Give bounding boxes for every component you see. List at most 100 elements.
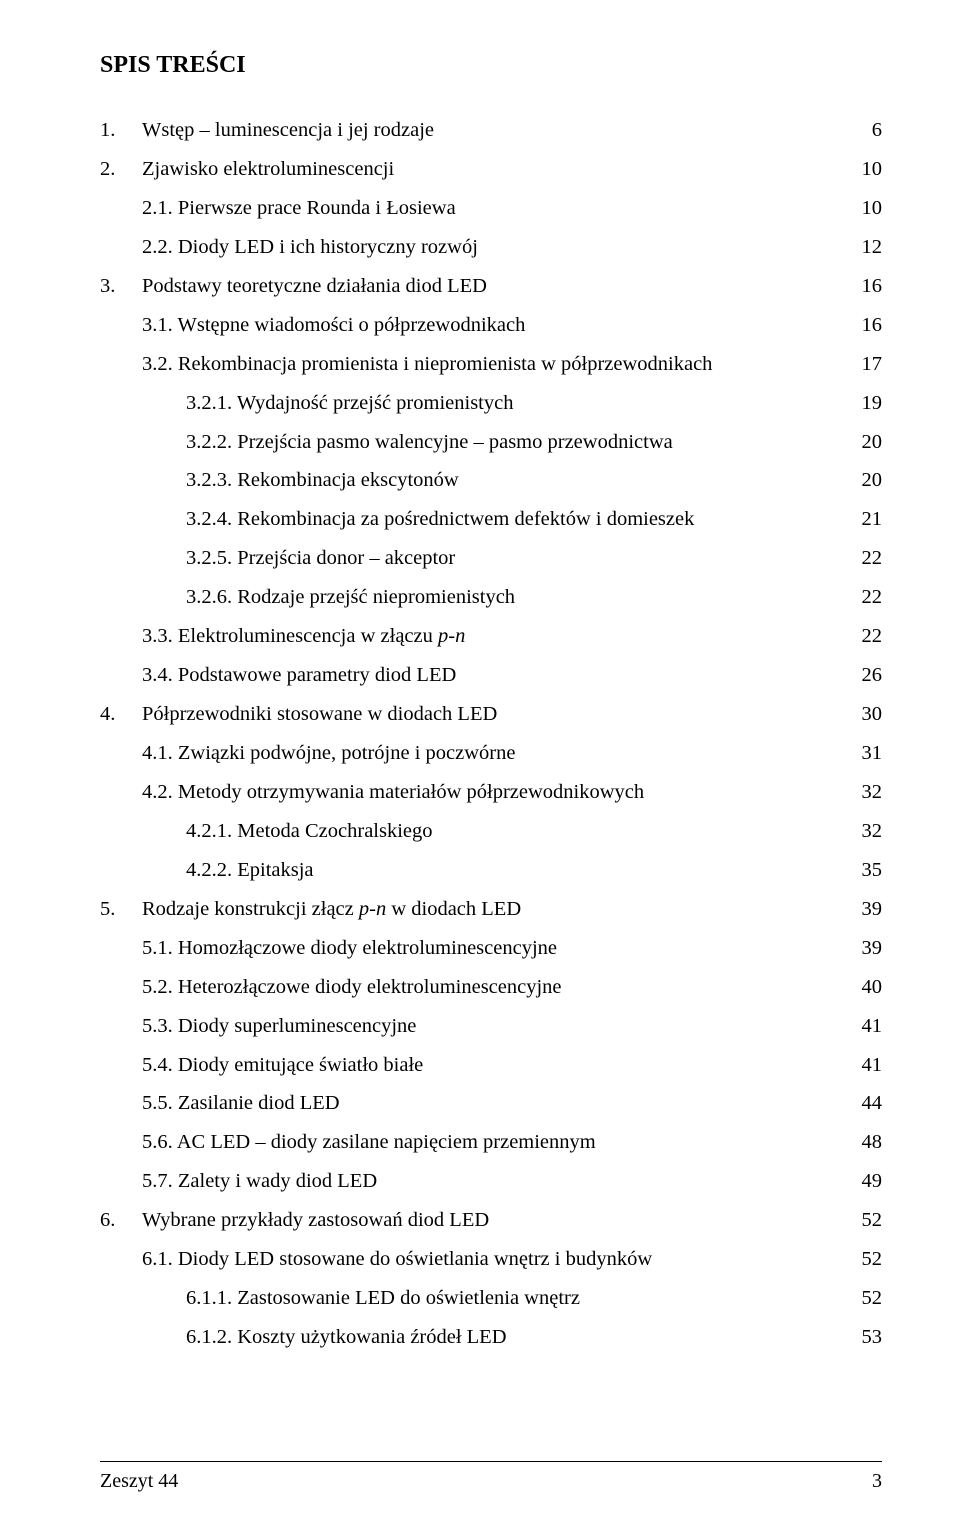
toc-entry-number: 5.: [100, 890, 142, 929]
toc-entry-title: Metoda Czochralskiego: [237, 820, 432, 842]
toc-entry-number: 3.2.2.: [186, 431, 237, 453]
toc-entry-label: 3.2.6. Rodzaje przejść niepromienistych: [100, 578, 842, 617]
toc-entry-title: Rekombinacja ekscytonów: [237, 469, 458, 491]
toc-entry-page: 48: [842, 1123, 882, 1162]
toc-entry: 6.1.2. Koszty użytkowania źródeł LED53: [100, 1318, 882, 1357]
toc-entry-title: Diody LED i ich historyczny rozwój: [178, 236, 478, 258]
toc-entry-label: 2.1. Pierwsze prace Rounda i Łosiewa: [100, 189, 842, 228]
toc-entry: 3.2.1. Wydajność przejść promienistych19: [100, 384, 882, 423]
footer-left: Zeszyt 44: [100, 1470, 178, 1493]
toc-entry-label: 5.Rodzaje konstrukcji złącz p-n w diodac…: [100, 890, 842, 929]
toc-entry-number: 3.4.: [142, 664, 178, 686]
toc-entry: 3.2.4. Rekombinacja za pośrednictwem def…: [100, 500, 882, 539]
toc-entry-number: 6.: [100, 1201, 142, 1240]
toc-entry-label: 6.1.1. Zastosowanie LED do oświetlenia w…: [100, 1279, 842, 1318]
toc-entry-page: 41: [842, 1046, 882, 1085]
toc-entry-number: 2.2.: [142, 236, 178, 258]
toc-entry-number: 5.6.: [142, 1131, 177, 1153]
toc-entry-page: 32: [842, 773, 882, 812]
toc-entry-page: 10: [842, 150, 882, 189]
toc-entry: 3.2. Rekombinacja promienista i niepromi…: [100, 345, 882, 384]
toc-entry-number: 3.: [100, 267, 142, 306]
toc-entry-number: 3.1.: [142, 314, 178, 336]
toc-entry-title: Zasilanie diod LED: [178, 1092, 340, 1114]
toc-entry: 4.2.2. Epitaksja35: [100, 851, 882, 890]
table-of-contents: 1.Wstęp – luminescencja i jej rodzaje62.…: [100, 111, 882, 1357]
toc-entry-label: 5.4. Diody emitujące światło białe: [100, 1046, 842, 1085]
toc-entry-label: 3.2.1. Wydajność przejść promienistych: [100, 384, 842, 423]
toc-heading: SPIS TREŚCI: [100, 52, 882, 79]
toc-entry: 6.Wybrane przykłady zastosowań diod LED5…: [100, 1201, 882, 1240]
toc-entry-title: Podstawowe parametry diod LED: [178, 664, 456, 686]
toc-entry-page: 53: [842, 1318, 882, 1357]
toc-entry: 3.4. Podstawowe parametry diod LED26: [100, 656, 882, 695]
toc-entry-page: 49: [842, 1162, 882, 1201]
toc-entry-number: 3.2.6.: [186, 586, 237, 608]
toc-entry-title: Pierwsze prace Rounda i Łosiewa: [178, 197, 456, 219]
toc-entry-label: 5.6. AC LED – diody zasilane napięciem p…: [100, 1123, 842, 1162]
toc-entry-page: 41: [842, 1007, 882, 1046]
toc-entry-label: 3.2.3. Rekombinacja ekscytonów: [100, 461, 842, 500]
toc-entry: 5.5. Zasilanie diod LED44: [100, 1084, 882, 1123]
toc-entry-number: 2.1.: [142, 197, 178, 219]
toc-entry-title: Diody LED stosowane do oświetlania wnętr…: [178, 1248, 652, 1270]
toc-entry-label: 3.2.4. Rekombinacja za pośrednictwem def…: [100, 500, 842, 539]
toc-entry-page: 35: [842, 851, 882, 890]
toc-entry: 3.3. Elektroluminescencja w złączu p-n22: [100, 617, 882, 656]
footer-rule: [100, 1461, 882, 1462]
toc-entry-label: 3.2. Rekombinacja promienista i niepromi…: [100, 345, 842, 384]
toc-entry-number: 3.3.: [142, 625, 178, 647]
toc-entry-title: Heterozłączowe diody elektroluminescency…: [178, 976, 562, 998]
toc-entry: 4.2. Metody otrzymywania materiałów półp…: [100, 773, 882, 812]
toc-entry-page: 52: [842, 1201, 882, 1240]
toc-entry: 5.3. Diody superluminescencyjne41: [100, 1007, 882, 1046]
toc-entry-title: Rekombinacja za pośrednictwem defektów i…: [237, 508, 694, 530]
toc-entry: 3.Podstawy teoretyczne działania diod LE…: [100, 267, 882, 306]
page-footer: Zeszyt 44 3: [100, 1461, 882, 1493]
toc-entry-title: Wstęp – luminescencja i jej rodzaje: [142, 119, 434, 141]
toc-entry: 3.2.2. Przejścia pasmo walencyjne – pasm…: [100, 423, 882, 462]
footer-page-number: 3: [872, 1470, 882, 1493]
toc-entry-title: Metody otrzymywania materiałów półprzewo…: [178, 781, 644, 803]
toc-entry-page: 21: [842, 500, 882, 539]
toc-entry-page: 16: [842, 306, 882, 345]
toc-entry-title: Półprzewodniki stosowane w diodach LED: [142, 703, 497, 725]
toc-entry-title: Wydajność przejść promienistych: [237, 392, 514, 414]
toc-entry-number: 3.2.5.: [186, 547, 237, 569]
document-page: SPIS TREŚCI 1.Wstęp – luminescencja i je…: [0, 0, 960, 1533]
toc-entry-label: 3.Podstawy teoretyczne działania diod LE…: [100, 267, 842, 306]
toc-entry-number: 2.: [100, 150, 142, 189]
toc-entry-label: 5.2. Heterozłączowe diody elektrolumines…: [100, 968, 842, 1007]
toc-entry-title: Zjawisko elektroluminescencji: [142, 158, 394, 180]
toc-entry-title-part: p-n: [438, 625, 465, 647]
toc-entry-label: 3.4. Podstawowe parametry diod LED: [100, 656, 842, 695]
toc-entry: 5.6. AC LED – diody zasilane napięciem p…: [100, 1123, 882, 1162]
toc-entry: 4.Półprzewodniki stosowane w diodach LED…: [100, 695, 882, 734]
toc-entry: 5.7. Zalety i wady diod LED49: [100, 1162, 882, 1201]
toc-entry-page: 30: [842, 695, 882, 734]
toc-entry-number: 5.4.: [142, 1054, 178, 1076]
toc-entry-title: Diody superluminescencyjne: [178, 1015, 417, 1037]
toc-entry-page: 39: [842, 890, 882, 929]
toc-entry: 3.1. Wstępne wiadomości o półprzewodnika…: [100, 306, 882, 345]
toc-entry-label: 2.Zjawisko elektroluminescencji: [100, 150, 842, 189]
toc-entry-label: 1.Wstęp – luminescencja i jej rodzaje: [100, 111, 842, 150]
toc-entry-title: Zastosowanie LED do oświetlenia wnętrz: [237, 1287, 580, 1309]
toc-entry: 3.2.5. Przejścia donor – akceptor22: [100, 539, 882, 578]
toc-entry-page: 52: [842, 1240, 882, 1279]
toc-entry-label: 4.2.2. Epitaksja: [100, 851, 842, 890]
toc-entry-label: 3.2.2. Przejścia pasmo walencyjne – pasm…: [100, 423, 842, 462]
toc-entry-label: 4.1. Związki podwójne, potrójne i poczwó…: [100, 734, 842, 773]
toc-entry-label: 4.Półprzewodniki stosowane w diodach LED: [100, 695, 842, 734]
toc-entry-title: Diody emitujące światło białe: [178, 1054, 423, 1076]
toc-entry-title: Koszty użytkowania źródeł LED: [237, 1326, 506, 1348]
toc-entry: 4.2.1. Metoda Czochralskiego32: [100, 812, 882, 851]
toc-entry-label: 5.7. Zalety i wady diod LED: [100, 1162, 842, 1201]
toc-entry: 4.1. Związki podwójne, potrójne i poczwó…: [100, 734, 882, 773]
toc-entry-title: Wstępne wiadomości o półprzewodnikach: [178, 314, 526, 336]
toc-entry: 5.2. Heterozłączowe diody elektrolumines…: [100, 968, 882, 1007]
toc-entry: 5.Rodzaje konstrukcji złącz p-n w diodac…: [100, 890, 882, 929]
toc-entry-title: Związki podwójne, potrójne i poczwórne: [178, 742, 516, 764]
toc-entry-title: Rekombinacja promienista i niepromienist…: [178, 353, 713, 375]
toc-entry-number: 4.2.: [142, 781, 178, 803]
